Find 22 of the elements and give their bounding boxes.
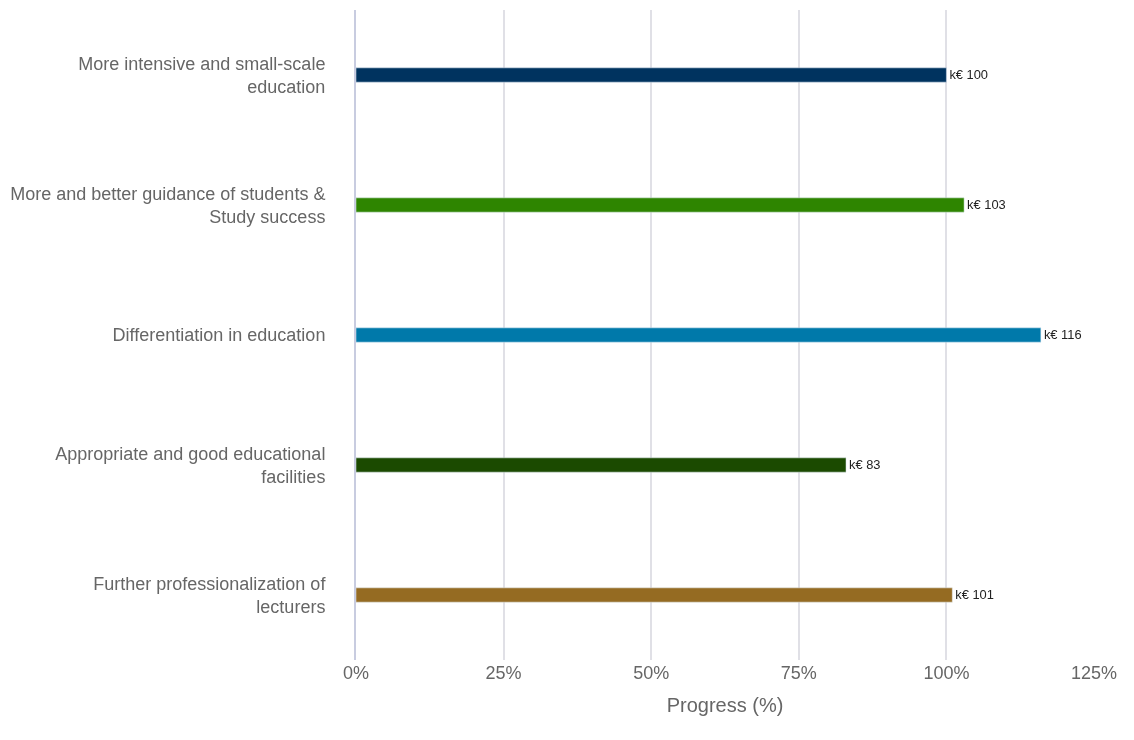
- data-label: k€ 100: [949, 67, 989, 83]
- x-tick-label: 125%: [1070, 663, 1118, 683]
- x-tick-label: 75%: [780, 663, 817, 683]
- x-axis-title: Progress (%): [666, 693, 784, 716]
- x-tick-label: 0%: [342, 663, 370, 683]
- bar: [356, 457, 847, 473]
- x-tick-label: 50%: [633, 663, 670, 683]
- x-tick-label: 25%: [485, 663, 522, 683]
- y-tick-label: Appropriate and good educational facilities: [55, 443, 326, 487]
- bar: [356, 67, 947, 83]
- bar: [356, 197, 965, 213]
- bar: [356, 587, 953, 603]
- data-label: k€ 103: [967, 197, 1006, 213]
- y-tick-label: More and better guidance of students & Study success: [10, 183, 326, 227]
- y-tick-label: Further professionalization of lecturers: [93, 573, 327, 617]
- data-label: k€ 116: [1043, 327, 1082, 343]
- x-tick-label: 100%: [923, 663, 970, 683]
- y-tick-label: Differentiation in education: [112, 325, 326, 346]
- bar: [356, 327, 1042, 343]
- y-tick-label: More intensive and small-scale education: [78, 53, 326, 97]
- data-label: k€ 101: [955, 587, 994, 603]
- data-label: k€ 83: [849, 457, 881, 473]
